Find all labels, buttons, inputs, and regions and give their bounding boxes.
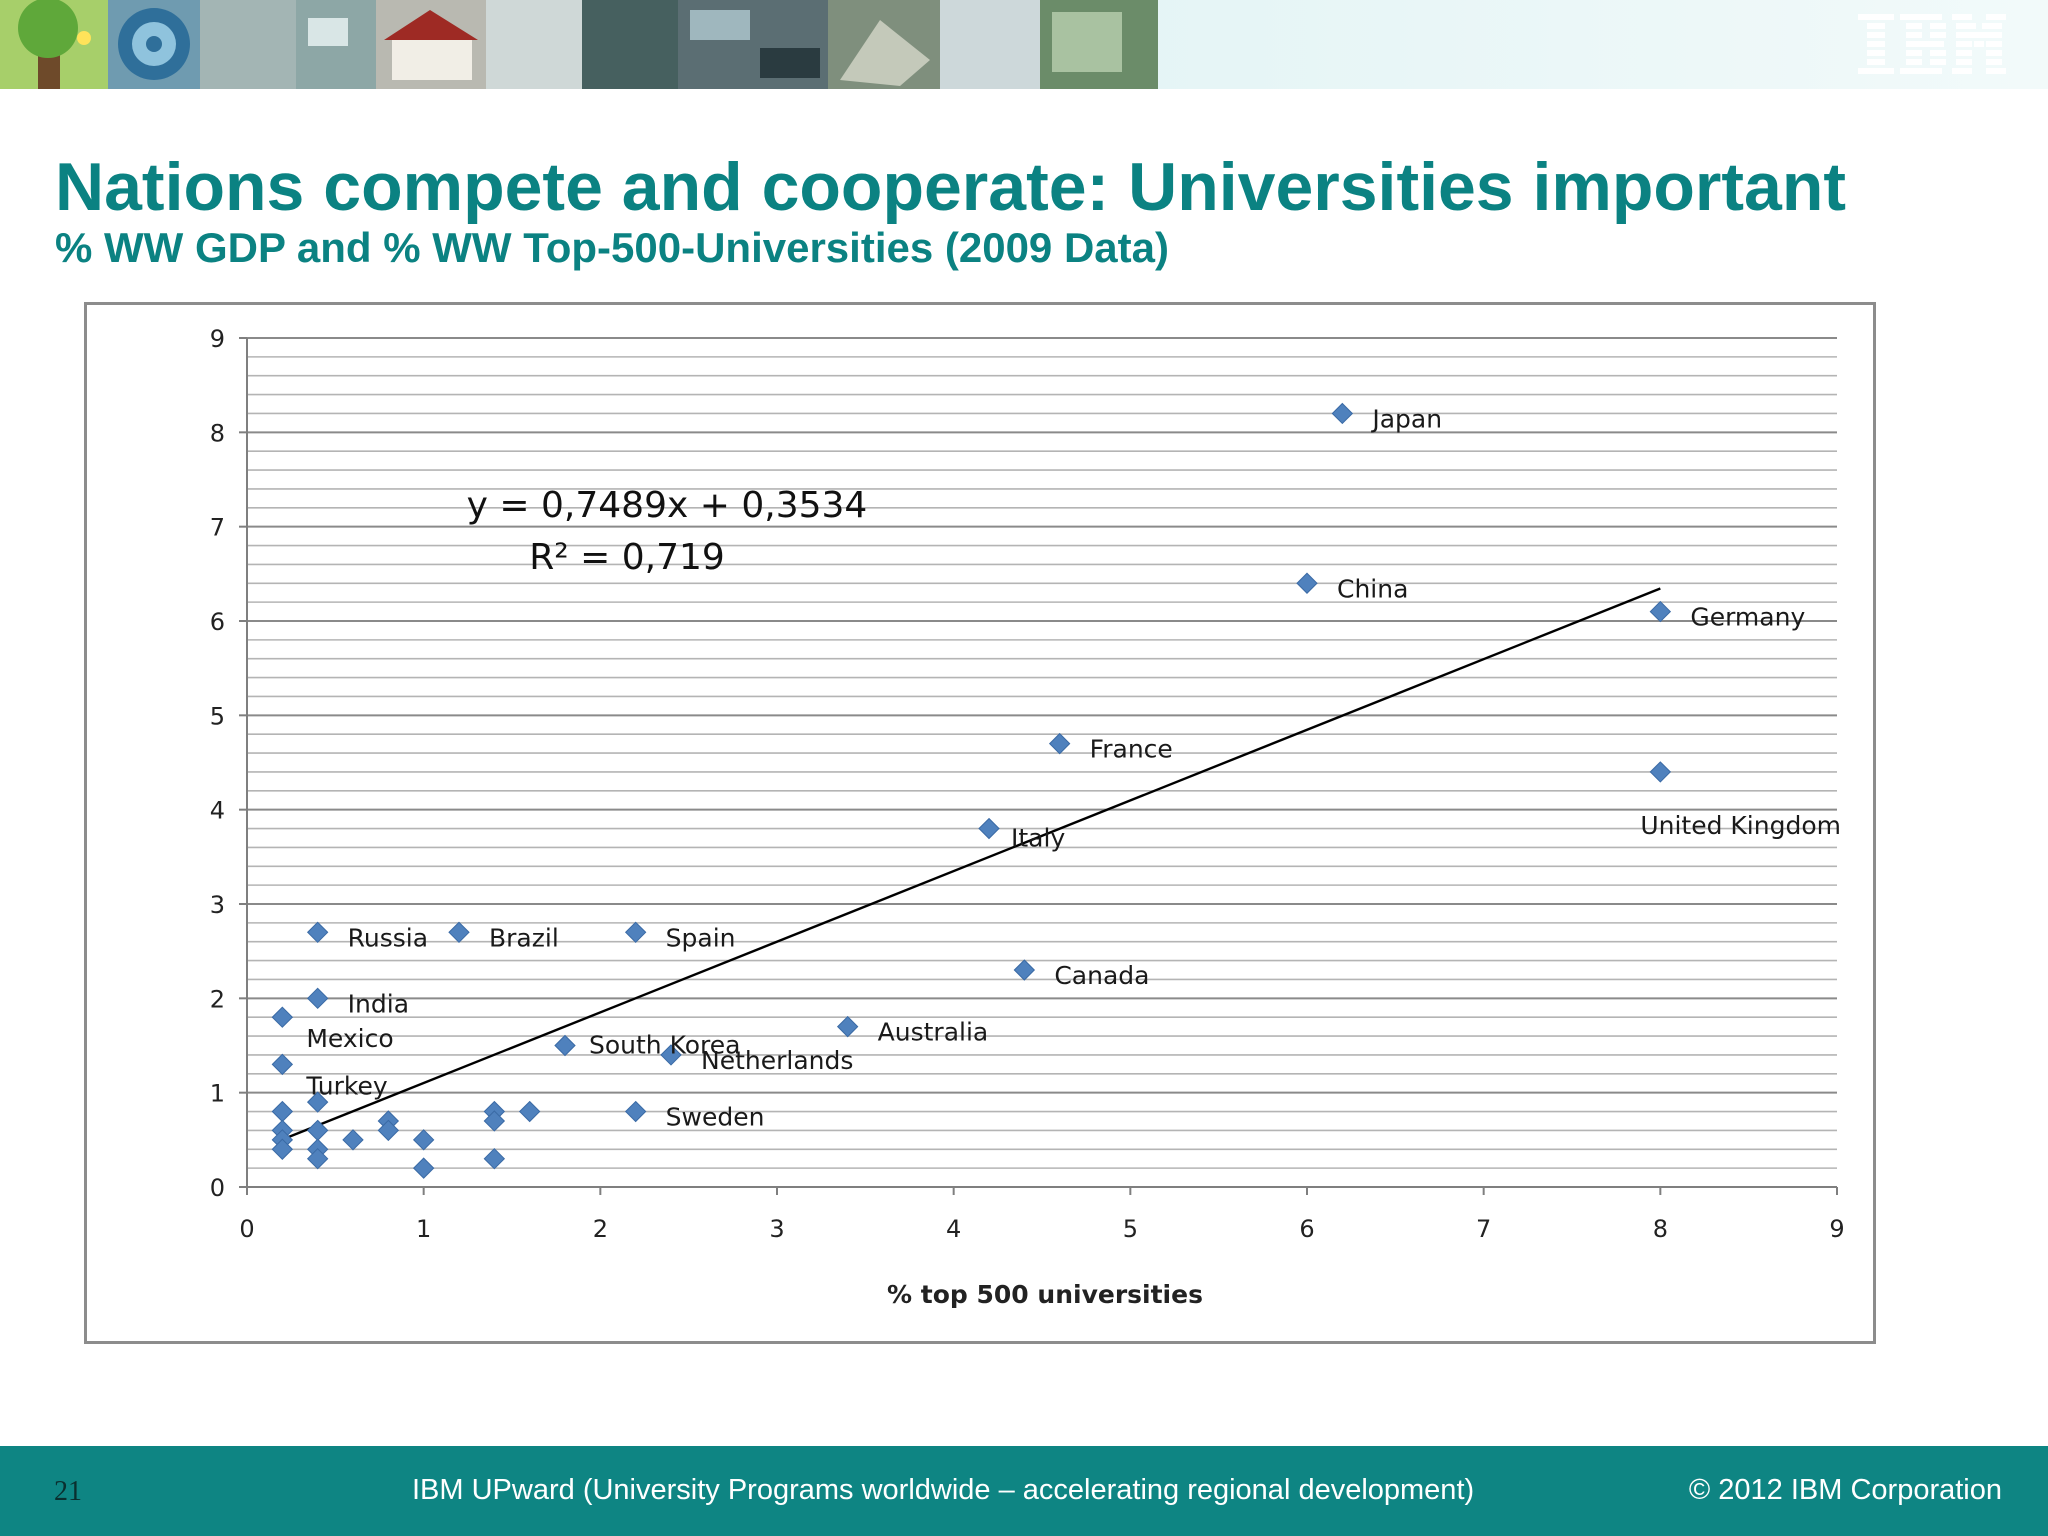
x-tick-label: 8 — [1653, 1215, 1668, 1243]
data-point — [271, 1053, 294, 1076]
x-tick-label: 3 — [769, 1215, 784, 1243]
data-label: France — [1090, 735, 1173, 764]
house-icon — [376, 0, 486, 89]
data-point — [342, 1129, 364, 1151]
x-tick-label: 4 — [946, 1215, 961, 1243]
y-tick-label: 0 — [210, 1174, 225, 1202]
gridlines — [247, 337, 1837, 1188]
data-labels: Japan China Germany France United Kingdom Ita… — [305, 404, 1841, 1131]
data-label: Japan — [1370, 404, 1442, 433]
data-label: Mexico — [306, 1024, 393, 1053]
data-point — [1296, 572, 1318, 594]
data-label: Australia — [878, 1018, 989, 1047]
trendline — [281, 587, 1661, 1141]
data-point — [306, 921, 329, 944]
y-tick-label: 9 — [210, 325, 225, 353]
map-photo-icon — [828, 0, 940, 89]
y-tick-label: 8 — [210, 419, 225, 447]
y-tick-label: 7 — [210, 514, 225, 542]
data-point — [1649, 761, 1672, 783]
x-tick-label: 0 — [239, 1215, 254, 1243]
data-point — [836, 1015, 859, 1038]
data-point — [306, 1091, 329, 1113]
scatter-chart: 0 1 2 3 4 5 6 7 8 9 0 1 2 3 4 5 6 7 8 9 Japan China Germany Fr… — [210, 325, 1845, 1309]
data-point — [483, 1110, 506, 1132]
slide-subtitle: % WW GDP and % WW Top-500-Universities (… — [55, 224, 1169, 271]
globe-icon — [108, 0, 200, 89]
data-label: Brazil — [489, 923, 559, 952]
page-number: 21 — [54, 1476, 82, 1507]
circuit-photo-icon — [1040, 0, 1158, 89]
x-tick-label: 1 — [416, 1215, 431, 1243]
y-tick-label: 6 — [210, 608, 225, 636]
y-tick-label: 5 — [210, 702, 225, 730]
data-point — [377, 1119, 400, 1142]
data-point — [1013, 959, 1036, 981]
data-label: Germany — [1690, 603, 1805, 632]
slide-title: Nations compete and cooperate: Universit… — [55, 149, 1847, 225]
footer-program-text: IBM UPward (University Programs worldwid… — [412, 1474, 1475, 1506]
data-point — [624, 921, 647, 944]
y-tick-label: 2 — [210, 985, 225, 1013]
data-points — [271, 402, 1672, 1179]
ibm-logo-icon — [1858, 14, 2006, 74]
data-point — [978, 817, 1000, 840]
y-tick-label: 1 — [210, 1080, 225, 1108]
banner-image-strip — [0, 0, 1158, 89]
x-axis-title: % top 500 universities — [887, 1280, 1203, 1309]
x-tick-label: 2 — [593, 1215, 608, 1243]
x-tick-label: 7 — [1476, 1215, 1491, 1243]
x-tick-label: 5 — [1123, 1215, 1138, 1243]
data-point — [448, 921, 470, 944]
data-point — [660, 1044, 682, 1066]
data-label: Sweden — [666, 1103, 765, 1132]
axes: 0 1 2 3 4 5 6 7 8 9 0 1 2 3 4 5 6 7 8 9 — [210, 325, 1845, 1243]
data-point — [271, 1006, 294, 1028]
data-label: Netherlands — [701, 1046, 853, 1075]
footer-bar: 21 IBM UPward (University Programs world… — [0, 1446, 2048, 1536]
y-tick-label: 3 — [210, 891, 225, 919]
footer-copyright: © 2012 IBM Corporation — [1688, 1474, 2002, 1506]
data-point — [1331, 402, 1354, 425]
data-point — [271, 1100, 294, 1123]
x-tick-label: 9 — [1829, 1215, 1844, 1243]
device-icon — [296, 0, 376, 89]
trendline-group — [281, 587, 1661, 1141]
data-label: Canada — [1054, 961, 1149, 990]
data-point — [306, 1147, 329, 1170]
data-point — [271, 1138, 294, 1160]
trendline-equation: y = 0,7489x + 0,3534 — [467, 485, 868, 526]
data-point — [306, 987, 329, 1010]
data-point — [554, 1034, 576, 1057]
trendline-r-squared: R² = 0,719 — [529, 537, 725, 578]
data-label: United Kingdom — [1640, 811, 1841, 840]
data-point — [412, 1129, 435, 1151]
data-label: Spain — [666, 923, 736, 952]
data-point — [518, 1100, 541, 1123]
data-label: South Korea — [589, 1031, 740, 1060]
city-photo-icon — [678, 0, 828, 89]
data-label: Turkey — [305, 1071, 388, 1100]
data-label: Russia — [348, 923, 428, 952]
chart-frame: 0 1 2 3 4 5 6 7 8 9 0 1 2 3 4 5 6 7 8 9 Japan China Germany Fr… — [84, 302, 1876, 1344]
data-label: Italy — [1011, 824, 1065, 853]
data-point — [412, 1157, 435, 1179]
header-banner — [0, 0, 2048, 89]
data-point — [483, 1147, 506, 1170]
x-tick-label: 6 — [1299, 1215, 1314, 1243]
data-point — [1048, 732, 1071, 755]
y-tick-label: 4 — [210, 797, 225, 825]
tree-icon — [0, 0, 108, 89]
data-label: China — [1337, 574, 1408, 603]
data-point — [1649, 600, 1672, 623]
data-point — [624, 1100, 647, 1123]
data-label: India — [348, 989, 409, 1018]
